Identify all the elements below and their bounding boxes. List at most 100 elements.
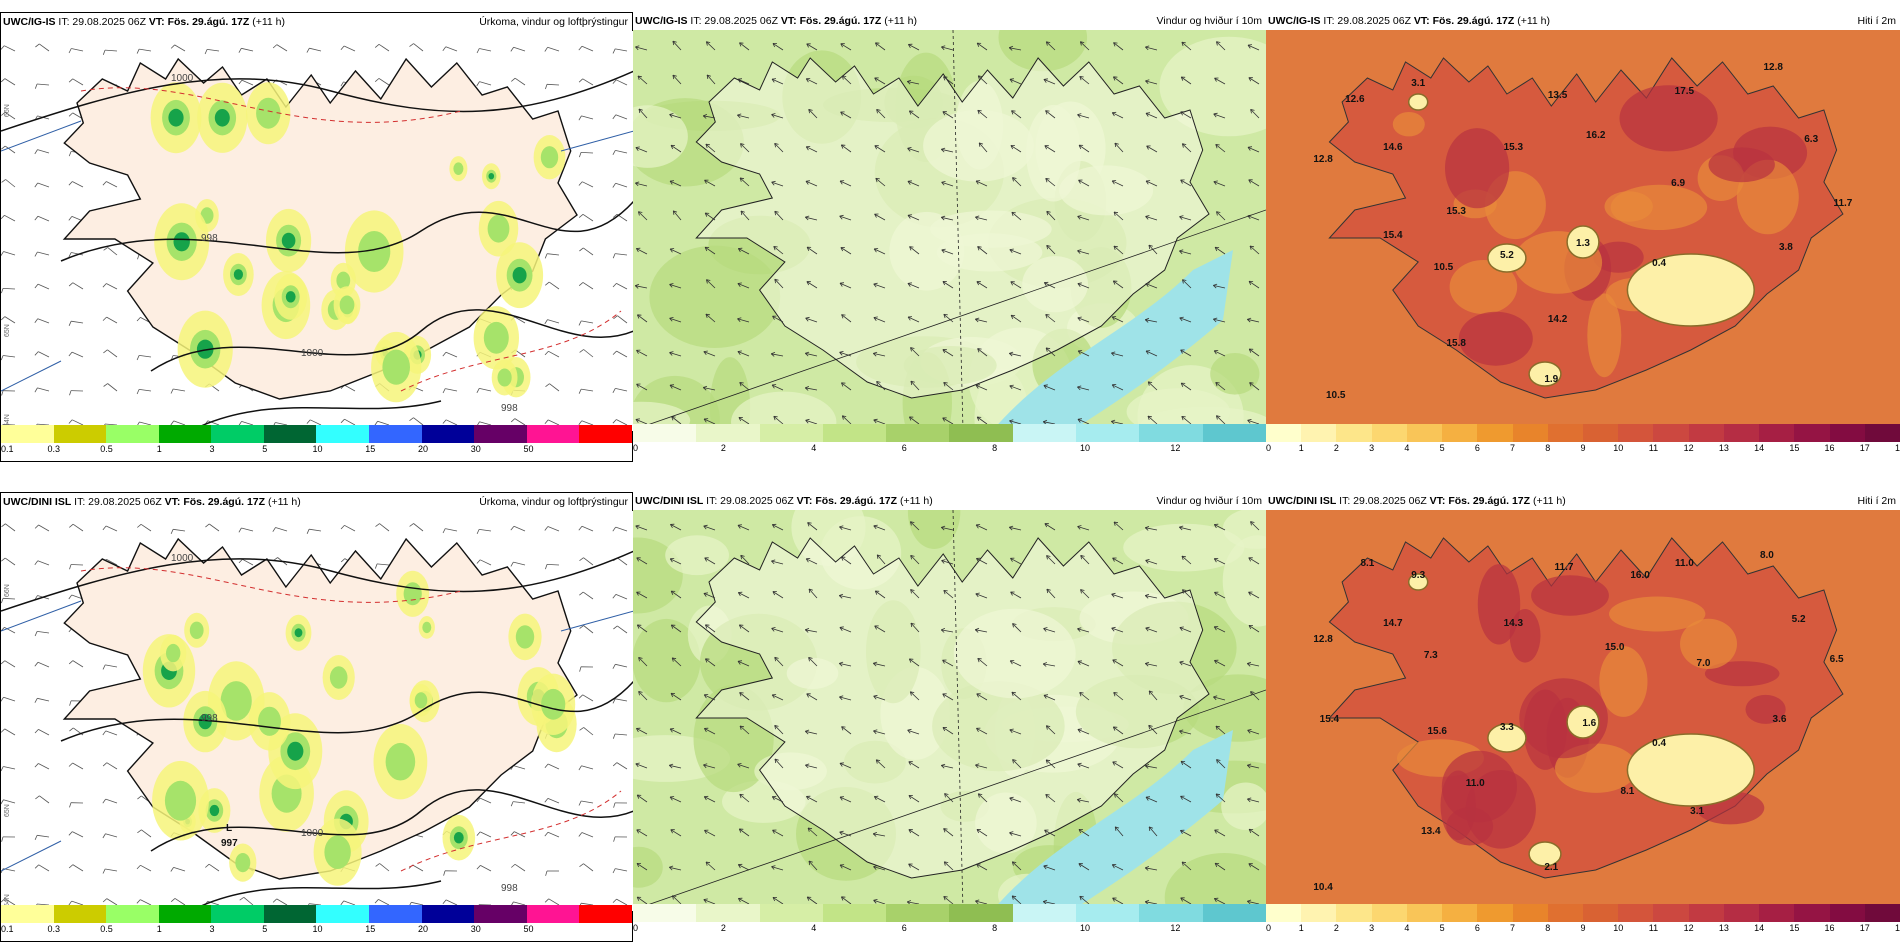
wind-arrowhead xyxy=(941,559,946,561)
wind-barb-flag xyxy=(579,152,582,158)
wind-barb xyxy=(910,691,920,701)
wind-arrowhead xyxy=(807,522,810,527)
temperature-label: 13.4 xyxy=(1421,826,1441,837)
wind-barb-flag xyxy=(1,215,5,220)
wind-arrowhead xyxy=(704,830,707,835)
wind-arrowhead xyxy=(805,180,810,182)
wind-barb-flag xyxy=(137,254,140,260)
wind-barb xyxy=(515,349,526,358)
wind-barb xyxy=(174,898,186,906)
precip-cell xyxy=(235,853,251,873)
wind-barb xyxy=(1079,76,1090,85)
wind-barb-flag xyxy=(306,529,310,534)
vt-prefix-text: VT: xyxy=(796,495,813,507)
wind-arrowhead xyxy=(873,900,877,904)
wind-barb xyxy=(671,416,682,425)
precip-cell xyxy=(497,368,512,387)
wind-arrowhead xyxy=(1044,523,1048,528)
precip-cell xyxy=(358,231,391,272)
wind-arrowhead xyxy=(1216,41,1221,43)
wind-arrowhead xyxy=(1215,725,1218,731)
wind-barb-flag xyxy=(1,111,6,116)
wind-barb xyxy=(547,831,560,838)
wind-barb-flag xyxy=(136,317,141,322)
strong-wind-area xyxy=(993,250,1233,430)
wind-arrowhead xyxy=(705,861,708,866)
wind-arrowhead xyxy=(976,693,979,698)
wind-barb xyxy=(704,212,716,221)
wind-arrowhead xyxy=(772,897,776,902)
wind-barb xyxy=(978,75,988,85)
wind-arrowhead xyxy=(976,829,980,834)
wind-barb xyxy=(1043,865,1056,871)
wind-barb xyxy=(413,417,424,426)
legend-tick-label: 3 xyxy=(1369,443,1375,453)
wind-barb xyxy=(669,764,682,769)
wind-barb xyxy=(379,523,390,532)
wind-barb xyxy=(582,213,594,222)
wind-barb xyxy=(479,421,492,426)
precip-cell xyxy=(220,681,252,721)
precip-cell xyxy=(339,295,355,315)
wind-arrowhead xyxy=(739,692,742,697)
wind-barb xyxy=(1250,691,1260,701)
wind-arrowhead xyxy=(636,248,639,253)
wind-arrowhead xyxy=(1112,659,1115,664)
legend-tick-label: 16 xyxy=(1824,923,1835,933)
wind-barb xyxy=(1044,523,1056,531)
wind-arrowhead xyxy=(1145,282,1150,284)
wind-arrowhead xyxy=(976,42,980,47)
legend-tick-label: 5 xyxy=(1439,923,1445,933)
wind-barb-flag xyxy=(545,281,550,286)
wind-barb xyxy=(976,281,988,289)
wind-arrowhead xyxy=(738,624,742,629)
wind-arrowhead xyxy=(1247,730,1251,734)
wind-barb xyxy=(1214,660,1226,667)
wind-barb xyxy=(104,423,118,426)
wind-barb xyxy=(547,763,560,770)
wind-arrowhead xyxy=(737,282,742,284)
wind-arrowhead xyxy=(942,281,946,286)
wind-barb-flag xyxy=(510,418,516,423)
wind-arrowhead xyxy=(1182,589,1184,594)
wind-arrowhead xyxy=(739,177,742,182)
wind-barb xyxy=(670,144,682,153)
wind-barb xyxy=(1147,381,1158,391)
wind-arrowhead xyxy=(1113,42,1116,47)
wind-arrowhead xyxy=(669,763,674,766)
wind-barb-flag xyxy=(545,84,548,90)
wind-arrowhead xyxy=(805,418,810,421)
wind-arrowhead xyxy=(1077,797,1082,800)
wind-arrowhead xyxy=(839,762,844,764)
wind-barb-flag xyxy=(442,46,447,52)
wind-arrowhead xyxy=(1077,526,1081,530)
wind-barb-flag xyxy=(103,383,108,387)
legend-swatch xyxy=(1301,424,1337,442)
wind-barb xyxy=(4,316,16,324)
wind-barb xyxy=(706,41,716,51)
wind-barb-flag xyxy=(136,899,141,904)
temperature-label: 15.6 xyxy=(1427,726,1447,737)
wind-arrowhead xyxy=(636,728,639,733)
wind-barb xyxy=(1247,318,1260,323)
legend-tick-label: 5 xyxy=(1439,443,1445,453)
temperature-label: 11.7 xyxy=(1555,562,1574,573)
wind-arrowhead xyxy=(1012,623,1017,625)
wind-barb xyxy=(616,79,628,86)
wind-arrowhead xyxy=(1148,725,1150,730)
wind-barbs xyxy=(634,40,1260,425)
wind-barb xyxy=(1009,385,1022,391)
wind-arrowhead xyxy=(1077,661,1081,665)
wind-arrowhead xyxy=(1077,763,1081,768)
wind-arrowhead xyxy=(1077,729,1081,733)
wind-barb xyxy=(546,83,560,86)
wind-barb-flag xyxy=(1,696,4,702)
latitude-label: 65N xyxy=(4,804,11,817)
wind-barb-flag xyxy=(476,559,481,564)
wind-barb xyxy=(39,43,50,52)
wind-arrowhead xyxy=(1147,415,1152,418)
wind-barb xyxy=(615,114,628,120)
wind-barb xyxy=(806,43,818,51)
temperature-area xyxy=(1445,128,1510,209)
wind-arrowhead xyxy=(635,146,640,148)
